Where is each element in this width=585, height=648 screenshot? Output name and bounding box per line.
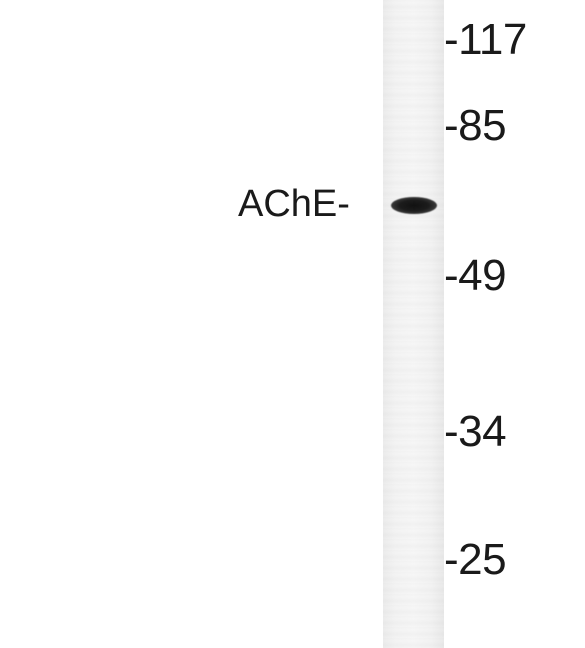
- marker-117: -117: [444, 15, 527, 64]
- marker-25: -25: [444, 535, 507, 584]
- marker-49: -49: [444, 251, 507, 300]
- blot-lane: [383, 0, 444, 648]
- lane-texture: [383, 0, 444, 648]
- marker-85: -85: [444, 101, 507, 150]
- protein-band: [391, 197, 437, 214]
- marker-34: -34: [444, 407, 507, 456]
- band-label: AChE-: [238, 183, 350, 225]
